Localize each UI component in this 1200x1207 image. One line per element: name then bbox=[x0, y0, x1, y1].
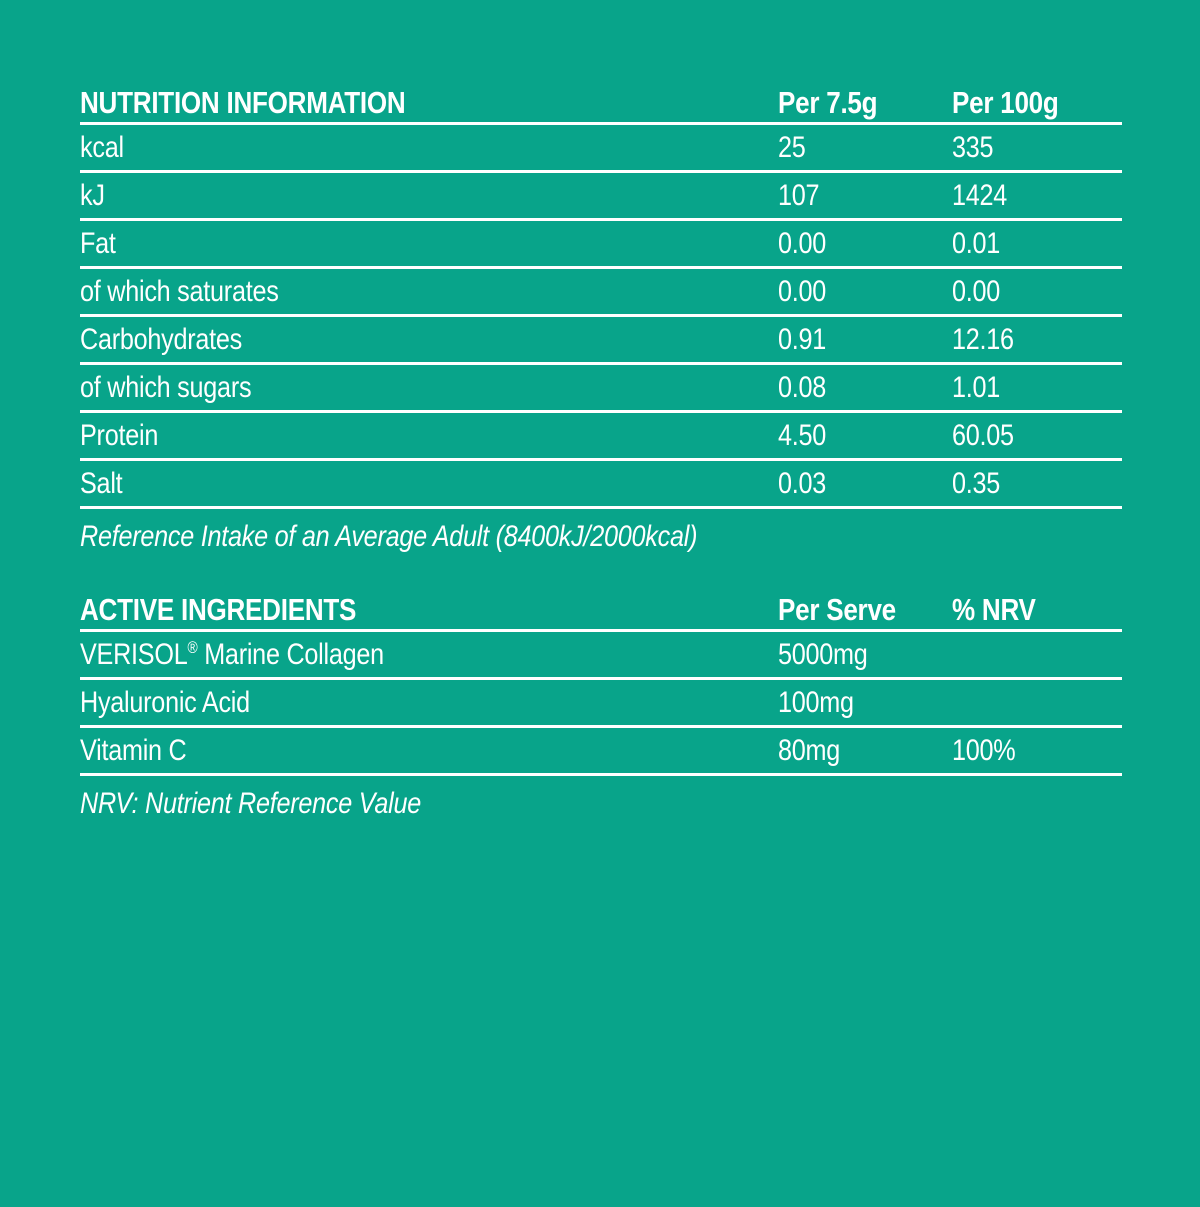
active-row-collagen: VERISOL® Marine Collagen 5000mg bbox=[80, 632, 1122, 680]
value-per-7-5g: 0.00 bbox=[778, 274, 827, 308]
value-per-7-5g: 0.00 bbox=[778, 226, 827, 260]
nutrient-label: Fat bbox=[80, 226, 116, 260]
active-ingredients-header: ACTIVE INGREDIENTS Per Serve % NRV bbox=[80, 591, 1122, 632]
col-header-per-100g: Per 100g bbox=[952, 85, 1059, 120]
value-per-100g: 1.01 bbox=[952, 370, 1001, 404]
ingredient-label: Hyaluronic Acid bbox=[80, 685, 250, 719]
active-row-hyaluronic-acid: Hyaluronic Acid 100mg bbox=[80, 680, 1122, 728]
nutrition-row-kj: kJ 107 1424 bbox=[80, 173, 1122, 221]
value-per-100g: 0.01 bbox=[952, 226, 1001, 260]
nutrient-label: Carbohydrates bbox=[80, 322, 243, 356]
value-per-7-5g: 0.91 bbox=[778, 322, 827, 356]
active-row-vitamin-c: Vitamin C 80mg 100% bbox=[80, 728, 1122, 776]
label-sheet: NUTRITION INFORMATION Per 7.5g Per 100g … bbox=[80, 84, 1122, 822]
nutrition-row-carbohydrates: Carbohydrates 0.91 12.16 bbox=[80, 317, 1122, 365]
active-ingredients-table: ACTIVE INGREDIENTS Per Serve % NRV VERIS… bbox=[80, 591, 1122, 822]
value-per-7-5g: 107 bbox=[778, 178, 820, 212]
value-per-7-5g: 25 bbox=[778, 130, 806, 164]
nutrient-label: Protein bbox=[80, 418, 159, 452]
value-per-serve: 80mg bbox=[778, 733, 841, 767]
nutrient-label: kJ bbox=[80, 178, 105, 212]
value-per-100g: 60.05 bbox=[952, 418, 1014, 452]
nutrient-label: of which sugars bbox=[80, 370, 252, 404]
ingredient-label: VERISOL® Marine Collagen bbox=[80, 638, 384, 672]
nutrition-row-fat: Fat 0.00 0.01 bbox=[80, 221, 1122, 269]
value-per-100g: 0.00 bbox=[952, 274, 1001, 308]
ingredient-label: Vitamin C bbox=[80, 733, 187, 767]
registered-trademark-symbol: ® bbox=[187, 638, 198, 657]
value-per-serve: 5000mg bbox=[778, 637, 868, 671]
value-nrv: 100% bbox=[952, 733, 1016, 767]
nutrition-row-sugars: of which sugars 0.08 1.01 bbox=[80, 365, 1122, 413]
nutrition-row-saturates: of which saturates 0.00 0.00 bbox=[80, 269, 1122, 317]
nutrition-table-header: NUTRITION INFORMATION Per 7.5g Per 100g bbox=[80, 84, 1122, 125]
value-per-100g: 0.35 bbox=[952, 466, 1001, 500]
reference-intake-note: Reference Intake of an Average Adult (84… bbox=[80, 520, 698, 553]
value-per-7-5g: 0.08 bbox=[778, 370, 827, 404]
value-per-serve: 100mg bbox=[778, 685, 854, 719]
nutrition-table: NUTRITION INFORMATION Per 7.5g Per 100g … bbox=[80, 84, 1122, 555]
nutrient-label: Salt bbox=[80, 466, 123, 500]
active-ingredients-title: ACTIVE INGREDIENTS bbox=[80, 592, 357, 627]
nutrient-label: kcal bbox=[80, 130, 124, 164]
value-per-7-5g: 4.50 bbox=[778, 418, 827, 452]
col-header-per-serve: Per Serve bbox=[778, 592, 896, 627]
nutrition-row-kcal: kcal 25 335 bbox=[80, 125, 1122, 173]
value-per-100g: 12.16 bbox=[952, 322, 1014, 356]
nrv-note: NRV: Nutrient Reference Value bbox=[80, 787, 422, 820]
nutrition-row-protein: Protein 4.50 60.05 bbox=[80, 413, 1122, 461]
nutrition-title: NUTRITION INFORMATION bbox=[80, 85, 406, 120]
col-header-per-7-5g: Per 7.5g bbox=[778, 85, 878, 120]
nutrition-row-salt: Salt 0.03 0.35 bbox=[80, 461, 1122, 509]
value-per-7-5g: 0.03 bbox=[778, 466, 827, 500]
ingredient-brand: VERISOL bbox=[80, 637, 188, 671]
value-per-100g: 335 bbox=[952, 130, 994, 164]
nutrient-label: of which saturates bbox=[80, 274, 279, 308]
col-header-nrv: % NRV bbox=[952, 592, 1036, 627]
ingredient-name: Marine Collagen bbox=[197, 637, 384, 671]
value-per-100g: 1424 bbox=[952, 178, 1008, 212]
